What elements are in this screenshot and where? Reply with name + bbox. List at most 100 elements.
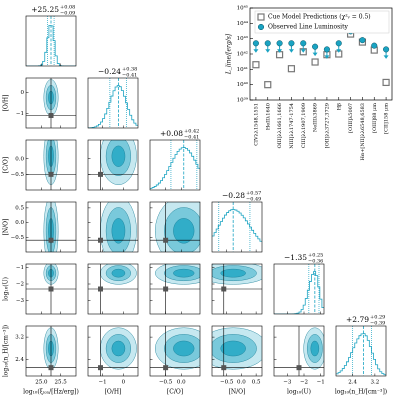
reference-point xyxy=(163,365,169,371)
y-tick-label: 10⁴⁴ xyxy=(237,20,249,27)
y-tick-label: 0.0 xyxy=(15,220,24,226)
x-tick-label: NeIIIλ3869 xyxy=(313,103,319,132)
legend-marker xyxy=(257,13,265,21)
panel xyxy=(212,202,262,252)
panel-frame xyxy=(149,201,201,253)
histogram xyxy=(212,209,262,242)
title-err-minus: −0.49 xyxy=(246,197,261,203)
reference-point xyxy=(98,365,103,371)
y-axis-label: log₁₀(n_H/[cm⁻³]) xyxy=(3,325,10,377)
observed-point xyxy=(300,40,307,47)
y-axis-label: L_line/[erg/s] xyxy=(226,33,233,75)
title-median: −0.24 xyxy=(98,67,121,76)
panel-frame xyxy=(273,325,325,377)
y-tick-label: −0.5 xyxy=(11,235,25,241)
contour xyxy=(220,268,246,278)
title-median: +2.79 xyxy=(346,315,369,324)
reference-point xyxy=(98,237,103,243)
panel xyxy=(212,264,262,314)
x-tick-label: 0.0 xyxy=(237,380,246,386)
panel-frame xyxy=(211,201,263,253)
title-err-plus: +0.29 xyxy=(370,315,385,321)
x-axis-label: [C/O] xyxy=(167,389,183,396)
contour xyxy=(111,145,126,167)
x-tick-label: Hβ xyxy=(336,103,342,110)
contour xyxy=(111,340,126,357)
y-tick-label: 10⁴¹ xyxy=(237,66,248,73)
y-tick-label: 0 xyxy=(21,90,25,96)
observed-point xyxy=(264,40,271,47)
x-axis-label: log₁₀(n_H/[cm⁻³]) xyxy=(335,389,387,396)
title-err-plus: +0.08 xyxy=(60,5,75,11)
panel xyxy=(26,78,76,128)
reference-point xyxy=(98,171,103,177)
panel xyxy=(88,202,138,252)
panel xyxy=(26,326,76,376)
x-tick-label: [OII]λλ3727,3729 xyxy=(324,103,330,148)
panel xyxy=(274,264,324,314)
reference-point xyxy=(48,113,54,118)
panel xyxy=(274,326,324,376)
reference-point xyxy=(98,286,103,292)
panel xyxy=(150,264,200,314)
title-err-plus: +0.57 xyxy=(246,191,261,197)
y-tick-label: 10³⁹ xyxy=(237,97,249,104)
title-err-plus: +0.25 xyxy=(308,253,323,259)
upper-limit-arrow xyxy=(277,49,283,53)
x-tick-label: Hα+[NII]λλ6548,6583 xyxy=(360,103,366,161)
panel xyxy=(88,140,138,190)
histogram xyxy=(88,85,138,128)
panel-frame xyxy=(25,263,77,315)
panel xyxy=(212,326,262,376)
upper-limit-arrow xyxy=(265,49,271,53)
y-tick-label: −1 xyxy=(16,111,24,117)
model-point xyxy=(264,81,272,89)
panel xyxy=(26,202,76,252)
upper-limit-arrow xyxy=(288,49,294,53)
upper-limit-arrow xyxy=(300,49,306,53)
y-tick-label: 3.2 xyxy=(15,335,24,341)
reference-point xyxy=(221,365,227,371)
model-point xyxy=(252,61,260,69)
contour xyxy=(173,340,195,357)
title-err-minus: −0.09 xyxy=(60,11,75,17)
reference-point xyxy=(48,237,54,243)
reference-point xyxy=(296,365,302,371)
reference-point xyxy=(163,237,169,243)
x-tick-label: 3.2 xyxy=(371,380,380,386)
x-tick-label: CIVλλ1548,1551 xyxy=(253,103,259,146)
panel-frame xyxy=(273,263,325,315)
title-err-minus: −0.41 xyxy=(184,135,199,141)
title-median: −0.28 xyxy=(222,191,245,200)
x-tick-label: −1 xyxy=(317,380,325,386)
y-tick-label: 0.5 xyxy=(15,205,24,211)
contour xyxy=(173,268,195,278)
y-tick-label: 10⁴⁰ xyxy=(237,81,249,88)
histogram xyxy=(150,147,200,189)
x-tick-label: [OIII]88 μm xyxy=(372,103,378,133)
title-median: +0.08 xyxy=(160,129,183,138)
y-tick-label: 10⁴⁵ xyxy=(237,5,248,12)
y-tick-label: −1 xyxy=(16,265,24,271)
panel-frame xyxy=(25,201,77,253)
x-tick-label: −0.5 xyxy=(220,380,234,386)
panel-frame xyxy=(149,325,201,377)
x-tick-label: HeIIλ1640 xyxy=(265,103,271,130)
panel-frame xyxy=(335,325,387,377)
x-axis-label: [N/O] xyxy=(229,389,246,396)
y-tick-label: −3 xyxy=(16,298,25,304)
observed-point xyxy=(359,37,366,44)
x-tick-label: 0.0 xyxy=(177,380,186,386)
panel xyxy=(336,326,386,376)
y-tick-label: 10⁴² xyxy=(237,51,248,58)
histogram xyxy=(274,271,324,314)
legend-marker xyxy=(257,23,265,31)
contour xyxy=(173,218,195,244)
x-tick-label: 25.0 xyxy=(35,380,48,386)
panel-frame xyxy=(25,77,77,129)
panel xyxy=(88,78,138,128)
panel-frame xyxy=(87,201,139,253)
x-tick-label: −1 xyxy=(99,380,107,386)
x-tick-label: −3 xyxy=(283,380,292,386)
